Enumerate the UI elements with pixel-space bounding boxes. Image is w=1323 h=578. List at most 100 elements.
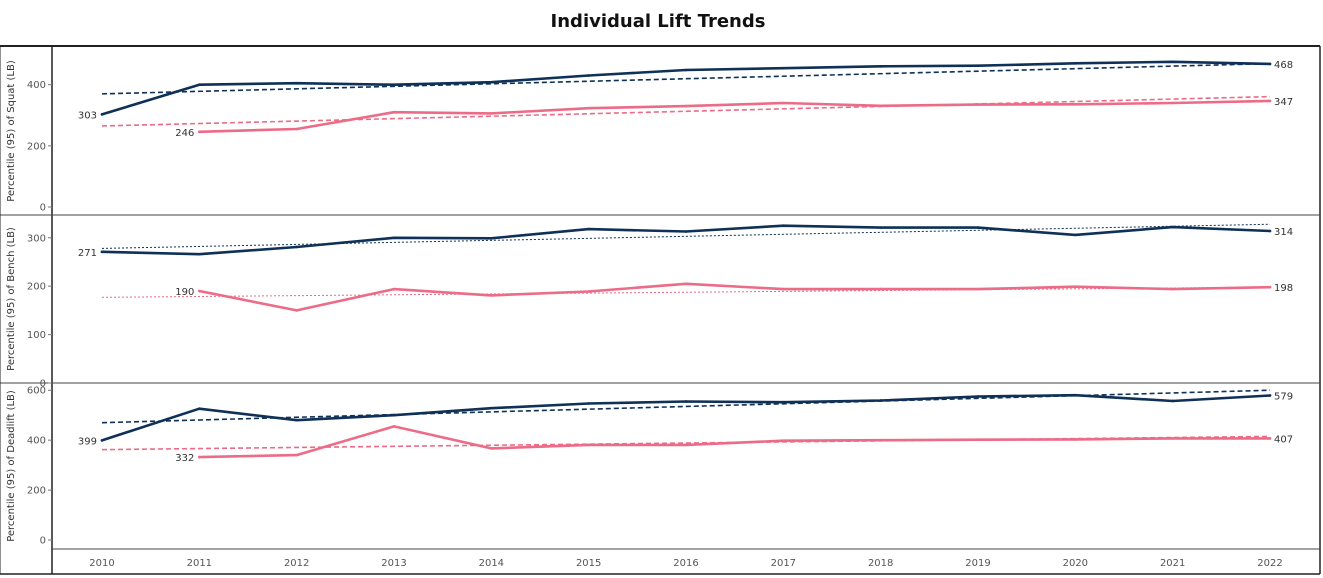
y-tick-label: 200 bbox=[27, 282, 46, 293]
data-point bbox=[587, 74, 590, 77]
data-point bbox=[1268, 99, 1272, 103]
data-point bbox=[1268, 394, 1272, 397]
x-tick-label: 2021 bbox=[1160, 558, 1185, 569]
y-tick-label: 400 bbox=[27, 436, 46, 447]
data-point bbox=[100, 250, 104, 254]
data-point bbox=[392, 287, 396, 291]
chart-panels: 0 200 400 Percentile (95) of Squat (LB) 303 4… bbox=[6, 60, 1293, 547]
data-point bbox=[1074, 393, 1077, 397]
data-point bbox=[1268, 62, 1272, 66]
chart-title: Individual Lift Trends bbox=[551, 11, 766, 32]
trend-line bbox=[101, 286, 1271, 298]
series-navy: 399 579 bbox=[78, 389, 1293, 447]
x-tick-label: 2012 bbox=[284, 558, 309, 569]
data-point bbox=[587, 443, 590, 447]
data-point bbox=[198, 252, 201, 256]
series-pink: 332 407 bbox=[101, 425, 1293, 464]
x-tick-label: 2017 bbox=[771, 558, 796, 569]
data-point bbox=[198, 130, 201, 134]
data-point bbox=[392, 83, 396, 86]
data-point bbox=[1171, 101, 1174, 105]
data-point bbox=[1268, 437, 1272, 440]
trend-line bbox=[101, 95, 1271, 127]
data-point bbox=[1268, 229, 1272, 233]
data-point bbox=[684, 230, 688, 233]
data-point bbox=[490, 294, 493, 297]
x-tick-label: 2019 bbox=[965, 558, 990, 569]
trend-line bbox=[101, 435, 1271, 451]
trend-line bbox=[101, 389, 1271, 424]
x-tick-label: 2011 bbox=[187, 558, 212, 569]
data-point bbox=[976, 395, 980, 398]
data-point bbox=[782, 66, 785, 70]
last-value-label: 347 bbox=[1274, 97, 1293, 108]
data-point bbox=[490, 447, 493, 450]
data-point bbox=[684, 443, 688, 447]
data-point bbox=[490, 406, 493, 410]
y-axis-label: Percentile (95) of Squat (LB) bbox=[6, 60, 17, 202]
y-tick-label: 300 bbox=[27, 233, 46, 244]
x-tick-label: 2020 bbox=[1063, 558, 1088, 569]
data-point bbox=[1171, 60, 1174, 64]
y-tick-label: 100 bbox=[27, 330, 46, 341]
data-point bbox=[1268, 285, 1272, 289]
data-point bbox=[782, 101, 785, 105]
data-point bbox=[1074, 233, 1077, 237]
data-point bbox=[587, 402, 590, 405]
data-point bbox=[490, 236, 493, 240]
first-value-label: 303 bbox=[78, 110, 97, 121]
data-point bbox=[879, 287, 882, 291]
panel-1: 0 200 400 Percentile (95) of Squat (LB) 303 4… bbox=[6, 60, 1293, 214]
data-point bbox=[100, 439, 104, 442]
data-point bbox=[782, 439, 785, 442]
data-point bbox=[684, 104, 688, 108]
data-point bbox=[198, 407, 201, 411]
data-point bbox=[587, 227, 590, 231]
last-value-label: 407 bbox=[1274, 434, 1293, 445]
data-point bbox=[1171, 287, 1174, 291]
data-point bbox=[879, 65, 882, 68]
last-value-label: 314 bbox=[1274, 227, 1293, 238]
panel-3: 0 200 400 600 Percentile (95) of Deadlift (L… bbox=[6, 386, 1293, 547]
data-point bbox=[198, 83, 201, 86]
data-point bbox=[295, 453, 298, 457]
series-pink: 190 198 bbox=[101, 282, 1293, 312]
y-axis-label: Percentile (95) of Bench (LB) bbox=[6, 227, 17, 371]
data-point bbox=[1171, 225, 1174, 229]
data-point bbox=[295, 245, 298, 249]
data-point bbox=[684, 282, 688, 286]
x-tick-label: 2015 bbox=[576, 558, 601, 569]
data-point bbox=[392, 110, 396, 114]
data-point bbox=[684, 400, 688, 403]
data-point bbox=[976, 103, 980, 106]
chart-frame bbox=[0, 45, 1321, 575]
last-value-label: 468 bbox=[1274, 60, 1293, 71]
data-point bbox=[879, 399, 882, 402]
series-navy: 303 468 bbox=[78, 60, 1293, 121]
data-point bbox=[976, 226, 980, 229]
data-point bbox=[782, 224, 785, 227]
data-point bbox=[295, 418, 298, 422]
first-value-label: 246 bbox=[175, 128, 194, 139]
first-value-label: 399 bbox=[78, 436, 97, 447]
first-value-label: 332 bbox=[175, 453, 194, 464]
data-point bbox=[295, 309, 298, 312]
data-point bbox=[1074, 61, 1077, 65]
data-point bbox=[198, 289, 201, 293]
data-point bbox=[392, 425, 396, 428]
x-axis: 2010 2011 2012 2013 2014 2015 2016 2017 2018 2019… bbox=[89, 558, 1282, 569]
y-tick-label: 200 bbox=[27, 141, 46, 152]
data-point bbox=[587, 106, 590, 110]
y-axis-label: Percentile (95) of Deadlift (LB) bbox=[6, 390, 17, 542]
data-point bbox=[1074, 102, 1077, 106]
data-point bbox=[1074, 438, 1077, 441]
x-tick-label: 2022 bbox=[1257, 558, 1282, 569]
data-point bbox=[1171, 399, 1174, 403]
data-point bbox=[782, 400, 785, 404]
data-point bbox=[1074, 285, 1077, 288]
data-point bbox=[976, 64, 980, 68]
data-point bbox=[879, 438, 882, 442]
data-point bbox=[976, 438, 980, 441]
x-tick-label: 2018 bbox=[868, 558, 893, 569]
